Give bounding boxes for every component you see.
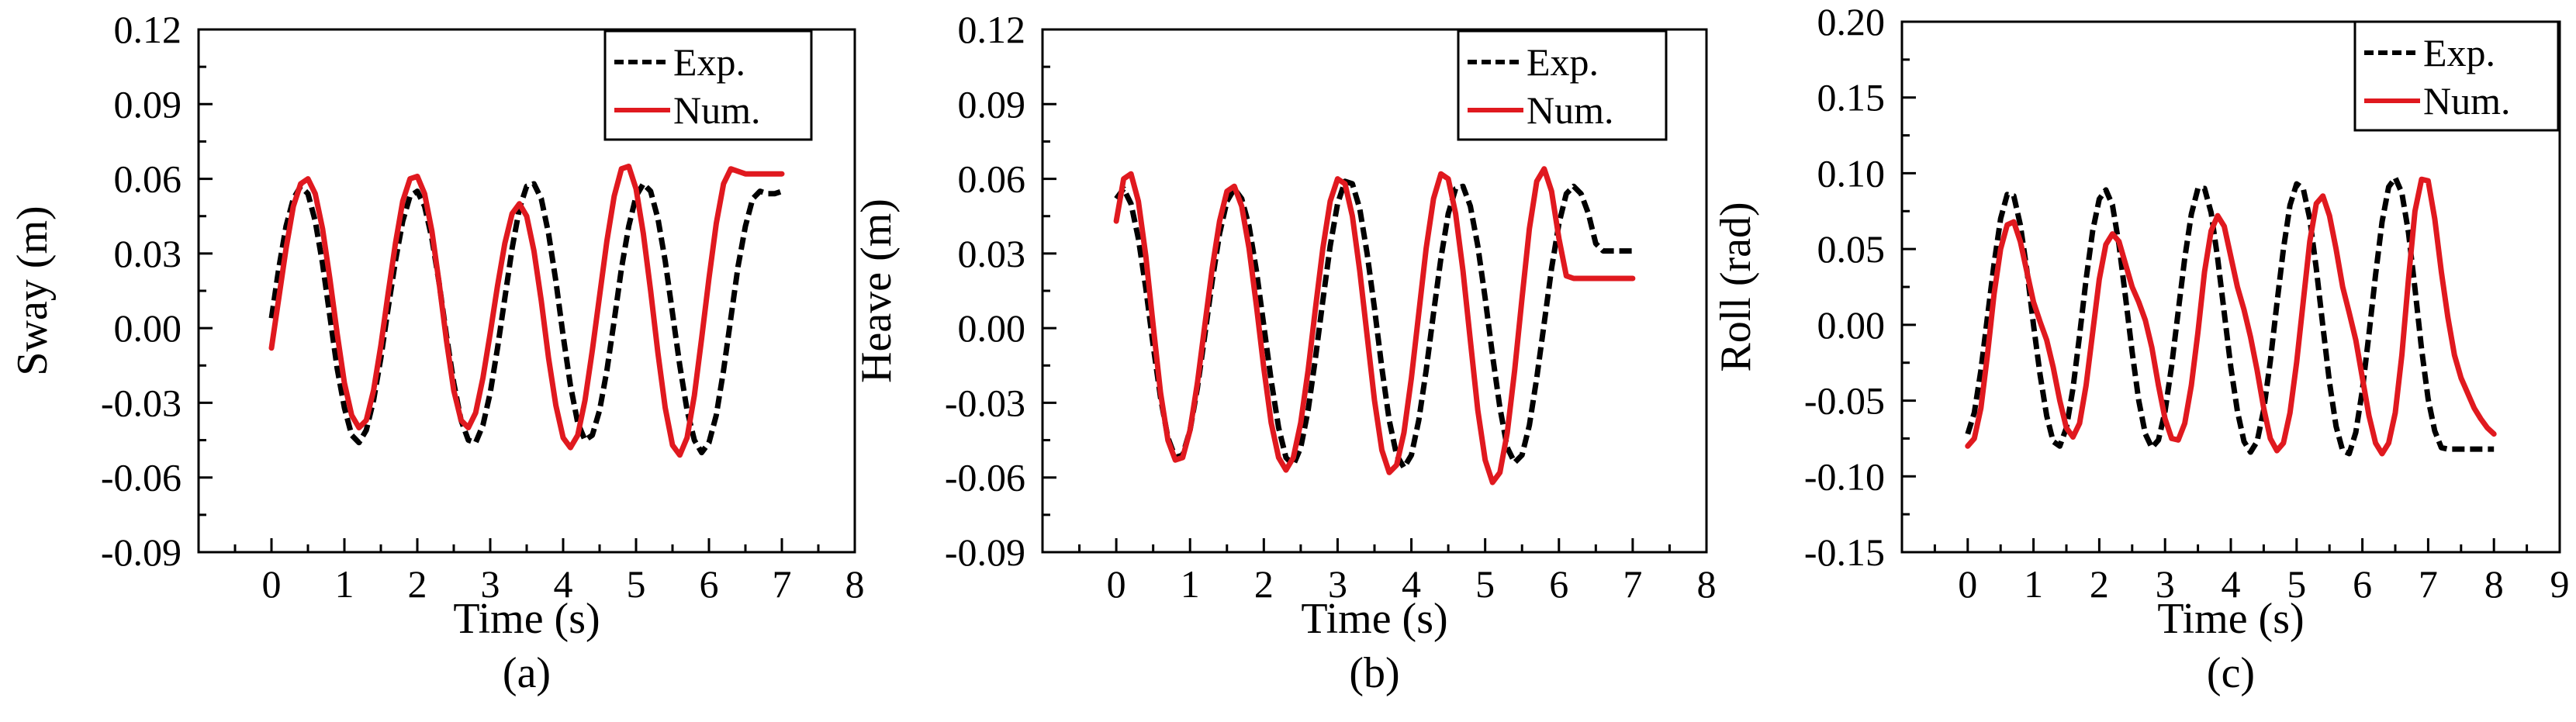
y-tick-label: -0.10 (1804, 454, 1885, 498)
x-tick-label: 9 (2550, 562, 2570, 606)
y-tick-label: -0.09 (945, 530, 1025, 574)
y-tick-label: -0.09 (101, 530, 182, 574)
y-tick-label: -0.03 (945, 381, 1025, 424)
x-tick-label: 3 (1328, 562, 1347, 606)
legend-label-exp: Exp. (2423, 31, 2495, 74)
series-line-num (268, 164, 785, 458)
chart-panel-1: 0.12 0.09 0.06 0.03 0.00 -0.03 -0.06 -0.09 0 1 2 3 4… (9, 8, 865, 697)
y-tick-label: 0.15 (1817, 76, 1886, 119)
x-tick-label: 5 (1475, 562, 1495, 606)
panel-label: (c) (2207, 649, 2255, 697)
legend-label-exp: Exp. (1527, 40, 1599, 84)
y-tick-label: 0.05 (1817, 227, 1886, 271)
x-tick-label: 4 (554, 562, 573, 606)
series-line-num (1113, 166, 1636, 485)
legend-label-num: Num. (2423, 79, 2511, 123)
series-line-exp (1965, 174, 2495, 457)
y-tick-label: -0.15 (1804, 530, 1885, 574)
y-tick-label: 0.09 (958, 82, 1026, 126)
x-tick-label: 7 (773, 562, 792, 606)
x-tick-label: 2 (408, 562, 427, 606)
x-tick-label: 7 (2419, 562, 2438, 606)
legend-box (1457, 29, 1668, 141)
x-axis-title: Time (s) (1301, 595, 1447, 643)
x-tick-label: 3 (2156, 562, 2175, 606)
x-axis-title: Time (s) (453, 595, 600, 643)
y-tick-label: 0.12 (114, 8, 182, 51)
x-tick-label: 7 (1623, 562, 1642, 606)
panel-label: (a) (503, 649, 551, 697)
legend: Exp.Num. (1457, 29, 1668, 141)
legend-label-exp: Exp. (673, 40, 745, 84)
y-tick-label: -0.06 (101, 456, 182, 499)
x-tick-label: 8 (845, 562, 865, 606)
y-tick-label: 0.20 (1817, 0, 1886, 43)
legend-box (2353, 20, 2560, 132)
x-tick-label: 6 (1549, 562, 1568, 606)
y-tick-label: -0.05 (1804, 379, 1885, 423)
y-tick-label: 0.03 (958, 232, 1026, 275)
x-tick-label: 0 (1958, 562, 1977, 606)
y-tick-label: -0.03 (101, 381, 182, 424)
legend: Exp. Num. (2353, 20, 2560, 132)
x-tick-label: 5 (2287, 562, 2306, 606)
x-tick-label: 2 (2090, 562, 2109, 606)
x-tick-label: 1 (335, 562, 354, 606)
x-tick-label: 8 (2484, 562, 2504, 606)
x-tick-label: 1 (2024, 562, 2043, 606)
series-line-exp (268, 181, 783, 456)
chart-panel-3: 0.20 0.15 0.10 0.05 0.00 -0.05 -0.10 -0.15 0 1 2 3 4… (1712, 0, 2570, 697)
x-tick-label: 5 (627, 562, 646, 606)
x-axis-title: Time (s) (2157, 595, 2304, 643)
legend-label-num: Num. (673, 88, 761, 132)
x-tick-label: 8 (1697, 562, 1717, 606)
legend-label-num: Num. (1527, 88, 1614, 132)
x-tick-label: 4 (1402, 562, 1421, 606)
y-tick-label: 0.00 (958, 306, 1026, 350)
x-tick-label: 3 (481, 562, 500, 606)
y-tick-label: 0.12 (958, 8, 1026, 51)
x-tick-label: 6 (700, 562, 719, 606)
x-tick-label: 2 (1254, 562, 1274, 606)
y-tick-label: 0.03 (114, 232, 182, 275)
y-tick-label: 0.06 (958, 157, 1026, 201)
y-tick-label: 0.09 (114, 82, 182, 126)
series-line-num (1965, 176, 2497, 457)
y-axis-title: Heave (m) (852, 199, 901, 383)
y-axis-title: Roll (rad) (1712, 202, 1760, 371)
y-tick-label: 0.00 (114, 306, 182, 350)
x-tick-label: 4 (2222, 562, 2241, 606)
y-tick-label: 0.06 (114, 157, 182, 201)
chart-panel-2: 0.12 0.09 0.06 0.03 0.00 -0.03 -0.06 -0.09 0 1 2 3 4… (852, 8, 1717, 697)
y-tick-label: -0.06 (945, 456, 1025, 499)
legend: Exp.Num. (603, 29, 813, 141)
x-tick-label: 1 (1181, 562, 1200, 606)
x-tick-label: 0 (262, 562, 282, 606)
y-tick-label: 0.00 (1817, 303, 1886, 347)
x-tick-label: 6 (2353, 562, 2372, 606)
panel-label: (b) (1349, 649, 1399, 697)
x-tick-label: 0 (1107, 562, 1126, 606)
y-axis-title: Sway (m) (9, 206, 57, 375)
legend-box (603, 29, 813, 141)
y-tick-label: 0.10 (1817, 151, 1886, 195)
